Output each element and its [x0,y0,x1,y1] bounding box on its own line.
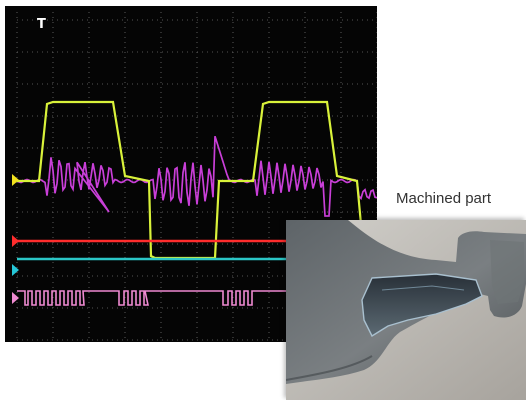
slot-edge-highlight [381,285,465,291]
yellow-channel-marker [12,174,19,186]
scope-grid [16,12,377,342]
magenta-trace [16,135,377,217]
machined-part-image [286,220,526,400]
part-head-facet [490,240,524,304]
trigger-marker: T [37,17,46,32]
pink-channel-marker [12,292,19,304]
oscilloscope-screen: T [5,6,377,342]
photo-caption: Machined part [396,190,492,207]
plate-shadow-edge [286,355,373,381]
cyan-channel-marker [12,264,19,276]
red-channel-marker [12,235,19,247]
machined-part-photo [286,220,526,400]
pink-digital-trace [17,290,377,306]
